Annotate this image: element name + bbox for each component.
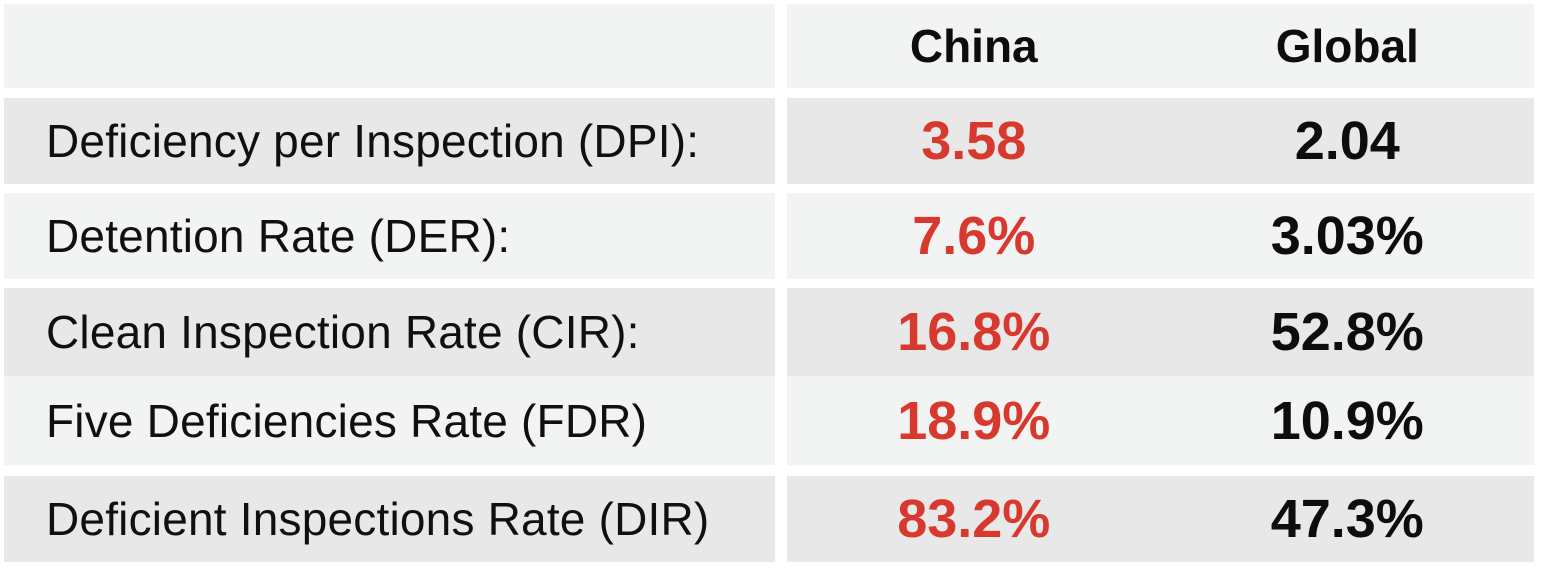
china-value: 7.6% xyxy=(912,206,1036,266)
row-data-area: 3.58 2.04 xyxy=(787,98,1534,184)
row-label: Deficient Inspections Rate (DIR) xyxy=(4,476,775,562)
global-value: 47.3% xyxy=(1270,489,1424,549)
global-value: 2.04 xyxy=(1294,111,1400,171)
column-header-china: China xyxy=(909,20,1038,72)
row-label: Deficiency per Inspection (DPI): xyxy=(4,98,775,184)
china-value: 18.9% xyxy=(897,390,1051,451)
row-label: Clean Inspection Rate (CIR): xyxy=(4,288,775,376)
comparison-table: China Global Deficiency per Inspection (… xyxy=(4,4,1534,562)
table-row-fdr: Five Deficiencies Rate (FDR) 18.9% 10.9% xyxy=(4,376,1534,465)
china-value: 3.58 xyxy=(921,111,1027,171)
row-data-area: 7.6% 3.03% xyxy=(787,193,1534,279)
column-header-global: Global xyxy=(1275,20,1419,72)
header-data-area: China Global xyxy=(787,4,1534,88)
global-value: 10.9% xyxy=(1270,390,1424,451)
global-value: 52.8% xyxy=(1270,302,1424,362)
table-row-dir: Deficient Inspections Rate (DIR) 83.2% 4… xyxy=(4,476,1534,562)
row-label: Detention Rate (DER): xyxy=(4,193,775,279)
row-data-area: 18.9% 10.9% xyxy=(787,376,1534,465)
china-value: 83.2% xyxy=(897,489,1051,549)
table-row-dpi: Deficiency per Inspection (DPI): 3.58 2.… xyxy=(4,98,1534,184)
row-data-area: 83.2% 47.3% xyxy=(787,476,1534,562)
table-row-cir: Clean Inspection Rate (CIR): 16.8% 52.8% xyxy=(4,288,1534,376)
row-label: Five Deficiencies Rate (FDR) xyxy=(4,376,775,465)
table-header-row: China Global xyxy=(4,4,1534,88)
row-data-area: 16.8% 52.8% xyxy=(787,288,1534,376)
china-value: 16.8% xyxy=(897,302,1051,362)
header-empty-cell xyxy=(4,4,775,88)
table-row-der: Detention Rate (DER): 7.6% 3.03% xyxy=(4,193,1534,279)
global-value: 3.03% xyxy=(1270,206,1424,266)
